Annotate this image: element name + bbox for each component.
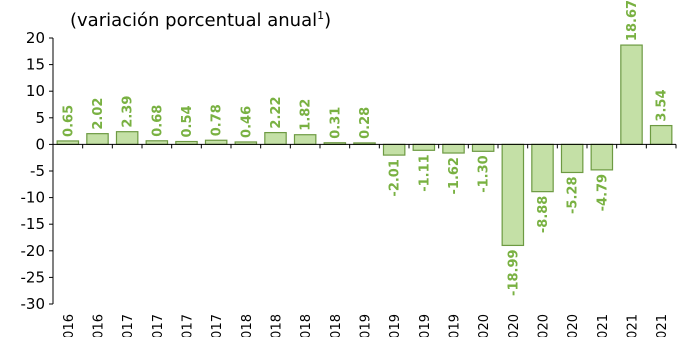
data-label: 0.31: [328, 107, 343, 139]
y-tick-label: 5: [35, 109, 45, 127]
bar: [145, 140, 169, 145]
data-label: 2.39: [121, 96, 136, 128]
data-label: 1.82: [299, 99, 314, 131]
chart-subtitle: (variación porcentual anual1): [70, 9, 331, 31]
bar: [560, 143, 584, 174]
bar: [56, 140, 80, 146]
data-label: 0.54: [180, 105, 195, 137]
y-tick-label: 0: [35, 135, 45, 153]
y-tick-label: -5: [30, 162, 45, 180]
data-label: -5.28: [566, 176, 581, 213]
y-tick-label: -15: [21, 215, 46, 233]
data-label: 2.22: [269, 97, 284, 129]
x-tick-label: 2017: [151, 314, 166, 337]
bar: [412, 143, 436, 151]
x-tick-label: 2018: [240, 314, 255, 337]
x-tick-label: 2017: [121, 314, 136, 337]
x-tick-label: 2018: [270, 314, 285, 337]
bar: [382, 143, 406, 156]
y-tick-label: 10: [26, 82, 45, 100]
bar: [264, 131, 287, 145]
x-tick-label: 2019: [359, 314, 374, 337]
y-tick-label: 15: [26, 56, 45, 74]
x-tick-label: 2020: [537, 314, 552, 337]
x-tick-label: 2017: [210, 314, 225, 337]
data-label: 0.46: [239, 106, 254, 138]
bar: [86, 133, 109, 145]
x-tick-label: 2020: [566, 314, 581, 337]
x-tick-label: 2018: [299, 314, 314, 337]
x-tick-label: 2019: [418, 314, 433, 337]
x-tick-label: 2018: [329, 314, 344, 337]
bars: [56, 44, 673, 247]
data-label: 2.02: [91, 98, 106, 130]
x-tick-label: 2019: [388, 314, 403, 337]
y-tick-label: -20: [21, 242, 46, 260]
bar: [204, 139, 228, 145]
x-axis: [52, 143, 677, 149]
data-label: 3.54: [655, 89, 670, 121]
x-tick-label: 2016: [62, 314, 77, 337]
bar: [590, 143, 614, 171]
data-label: 0.78: [210, 104, 225, 136]
x-tick-label: 2019: [448, 314, 463, 337]
y-axis: 20 15 10 5 0 -5 -10 -15 -20 -25 -30: [21, 29, 54, 313]
data-label: 0.65: [61, 105, 76, 137]
chart-subtitle-text: (variación porcentual anual: [70, 10, 317, 31]
x-tick-label: 2020: [477, 314, 492, 337]
bar: [620, 44, 643, 146]
x-tick-label: 2017: [181, 314, 196, 337]
x-axis-labels: 2016 2016 2017 2017 2017 2017 2018 2018 2018 2018…: [62, 314, 670, 337]
x-tick-label: 2021: [626, 314, 641, 337]
data-label: 0.28: [358, 107, 373, 139]
bar: [115, 131, 139, 145]
data-labels: 0.65 2.02 2.39 0.68 0.54 0.78 0.46 2.22 1.82 0.31…: [61, 0, 669, 296]
bar: [649, 124, 673, 145]
data-label: -1.30: [477, 155, 492, 192]
bar: [293, 134, 317, 146]
data-label: -1.11: [417, 154, 432, 191]
y-tick-label: -25: [21, 268, 46, 286]
chart-subtitle-superscript: 1: [317, 9, 324, 22]
data-label: -18.99: [506, 249, 521, 296]
chart-subtitle-close: ): [324, 10, 331, 31]
bar: [471, 143, 495, 152]
x-tick-label: 2021: [655, 314, 670, 337]
bar: [442, 143, 465, 154]
y-tick-label: -30: [21, 295, 46, 313]
y-tick-label: -10: [21, 189, 46, 207]
data-label: -4.79: [595, 174, 610, 211]
bar: [501, 143, 525, 247]
data-label: 18.67: [625, 0, 640, 41]
data-label: 0.68: [150, 105, 165, 137]
data-label: -2.01: [388, 159, 403, 196]
x-tick-label: 2021: [596, 314, 611, 337]
x-tick-label: 2016: [92, 314, 107, 337]
y-tick-label: 20: [26, 29, 45, 47]
bar: [531, 143, 554, 193]
data-label: -8.88: [536, 196, 551, 233]
data-label: -1.62: [447, 157, 462, 194]
x-tick-label: 2020: [507, 314, 522, 337]
